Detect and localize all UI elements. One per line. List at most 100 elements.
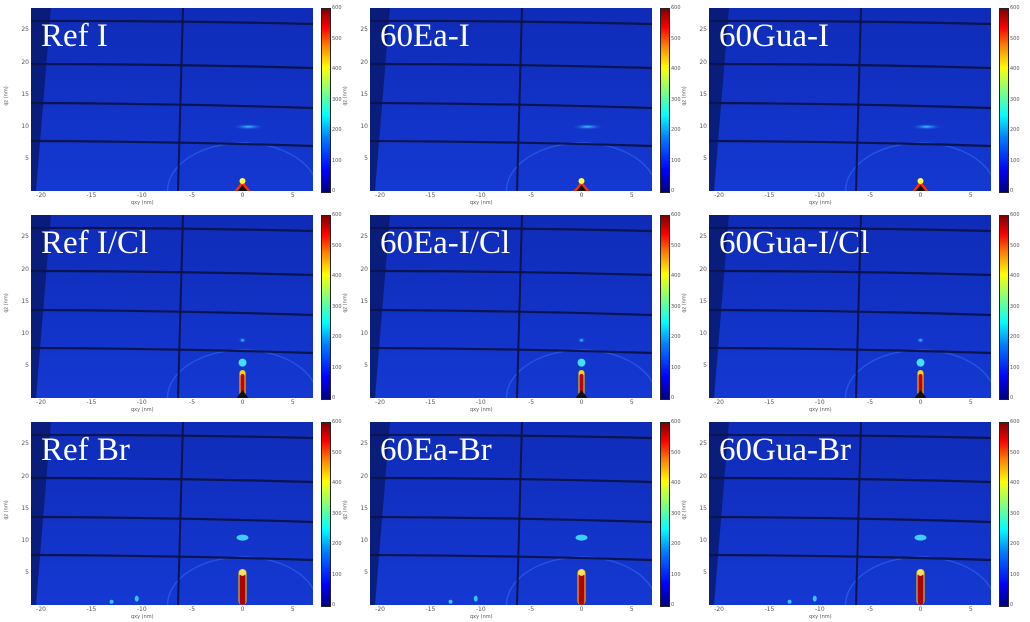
colorbar-tick-label: 600 (332, 419, 342, 425)
colorbar-tick-label: 0 (671, 188, 675, 194)
colorbar-tick-label: 500 (1010, 242, 1020, 249)
diffraction-spot (916, 337, 925, 344)
colorbar-tick-label: 0 (332, 395, 336, 401)
detector-gap-line (31, 553, 313, 562)
y-tick-label: 25 (699, 440, 707, 448)
x-tick-label: -5 (867, 399, 874, 406)
colorbar (660, 215, 670, 400)
colorbar-tick-label: 200 (671, 127, 681, 133)
y-tick-label: 25 (21, 26, 29, 34)
detector-gap-line (370, 269, 652, 277)
detector-gap-line (31, 19, 313, 26)
beam-stop (237, 185, 248, 191)
colorbar (999, 422, 1009, 607)
y-tick-label: 5 (364, 154, 368, 162)
y-tick-label: 25 (699, 26, 707, 34)
x-tick-label: -15 (425, 606, 436, 613)
y-tick-label: 25 (21, 233, 29, 241)
x-tick-label: 5 (290, 192, 295, 199)
detector-gap-line (31, 269, 313, 277)
y-axis-label: qz (nm) (342, 293, 349, 313)
y-tick-label: 20 (360, 58, 368, 66)
colorbar (660, 422, 670, 607)
beam-stop (914, 390, 927, 398)
x-tick-label: 0 (579, 192, 584, 199)
detector-gap-line (31, 62, 313, 70)
diffraction-spot (916, 358, 925, 367)
detector-gap-line (370, 226, 652, 233)
detector-gap-line (177, 215, 184, 398)
colorbar (321, 8, 331, 193)
colorbar-tick-label: 500 (332, 35, 342, 42)
detector-gap-line (855, 8, 862, 191)
x-axis-label: qxy (nm) (809, 614, 832, 620)
detector-image (709, 422, 991, 605)
colorbar-tick-label: 500 (671, 35, 681, 42)
x-tick-label: -15 (425, 399, 436, 406)
x-tick-label: -20 (36, 606, 46, 613)
detector-gap-line (31, 515, 313, 524)
shadow-wedge (31, 422, 51, 605)
giwaxs-panel: 60Gua-I 25 20 15 10 5 -20 -15 -10 -5 0 5 qz (nm) qxy … (681, 3, 1021, 208)
x-tick-label: -20 (375, 606, 385, 613)
colorbar-tick-label: 600 (332, 212, 342, 218)
colorbar-tick-label: 500 (332, 449, 342, 456)
colorbar-tick-label: 100 (671, 571, 681, 578)
plot-area: Ref I (31, 8, 313, 191)
x-axis-label: qxy (nm) (470, 614, 493, 620)
diffraction-arc (571, 123, 604, 130)
detector-gap-line (31, 101, 313, 110)
detector-gap-line (177, 422, 184, 605)
shadow-wedge (709, 422, 729, 605)
colorbar-tick-label: 200 (332, 541, 342, 547)
x-tick-label: -20 (36, 399, 46, 406)
colorbar-tick-label: 0 (1010, 395, 1014, 401)
y-tick-label: 15 (699, 90, 707, 98)
x-tick-label: -20 (714, 192, 724, 199)
y-tick-label: 5 (25, 568, 29, 576)
colorbar (660, 8, 670, 193)
colorbar-tick-label: 200 (671, 334, 681, 340)
colorbar-tick-label: 100 (671, 364, 681, 371)
x-axis-label: qxy (nm) (470, 407, 493, 413)
colorbar-tick-label: 500 (671, 449, 681, 456)
x-tick-label: 5 (629, 192, 634, 199)
x-tick-label: -15 (764, 192, 775, 199)
detector-gap-line (370, 62, 652, 70)
y-tick-label: 25 (21, 440, 29, 448)
y-axis-label: qz (nm) (342, 86, 349, 106)
colorbar-tick-label: 400 (671, 66, 681, 72)
x-tick-label: -10 (475, 192, 486, 199)
y-tick-label: 15 (21, 297, 29, 305)
x-tick-label: -10 (136, 192, 147, 199)
y-tick-label: 15 (21, 504, 29, 512)
diffraction-arc (910, 123, 943, 130)
detector-gap-line (370, 553, 652, 562)
detector-gap-line (370, 101, 652, 110)
shadow-wedge (709, 8, 729, 191)
y-tick-label: 10 (21, 122, 29, 130)
x-tick-label: -10 (814, 606, 825, 613)
colorbar-tick-label: 100 (332, 157, 342, 164)
x-tick-label: -15 (86, 399, 97, 406)
colorbar-tick-label: 400 (332, 480, 342, 486)
specular-spot (578, 178, 585, 184)
y-tick-label: 5 (364, 568, 368, 576)
detector-gap-line (516, 8, 523, 191)
colorbar-tick-label: 100 (671, 157, 681, 164)
colorbar-tick-label: 600 (671, 5, 681, 11)
colorbar-tick-label: 500 (1010, 35, 1020, 42)
beam-stop (575, 390, 588, 398)
plot-area: Ref Br (31, 422, 313, 605)
x-tick-label: -20 (375, 192, 385, 199)
detector-gap-line (709, 139, 991, 148)
detector-gap-line (370, 308, 652, 317)
detector-gap-line (31, 476, 313, 484)
detector-image (370, 8, 652, 191)
y-tick-label: 5 (703, 154, 707, 162)
colorbar-tick-label: 0 (332, 602, 336, 608)
x-tick-label: -5 (189, 606, 196, 613)
detector-gap-line (709, 476, 991, 484)
colorbar-tick-label: 0 (671, 395, 675, 401)
y-tick-label: 5 (703, 568, 707, 576)
